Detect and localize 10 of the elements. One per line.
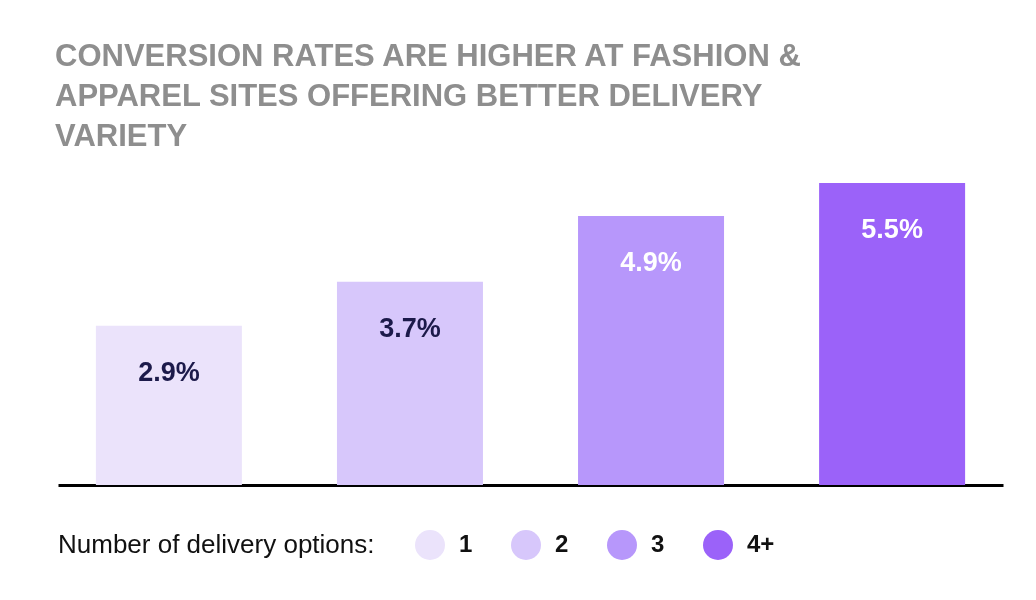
data-label: 4.9% <box>620 246 682 277</box>
legend-title: Number of delivery options: <box>58 529 375 559</box>
data-label: 3.7% <box>379 312 441 343</box>
legend-label: 2 <box>555 530 569 557</box>
data-label: 2.9% <box>138 356 200 387</box>
legend-label: 3 <box>651 530 665 557</box>
legend-label: 4+ <box>747 530 775 557</box>
data-label: 5.5% <box>861 214 923 244</box>
chart-title: CONVERSION RATES ARE HIGHER AT FASHION & APPAREL SITES OFFERING BETTER DELIVERY VARIETY <box>55 38 801 153</box>
legend-label: 1 <box>459 530 473 557</box>
